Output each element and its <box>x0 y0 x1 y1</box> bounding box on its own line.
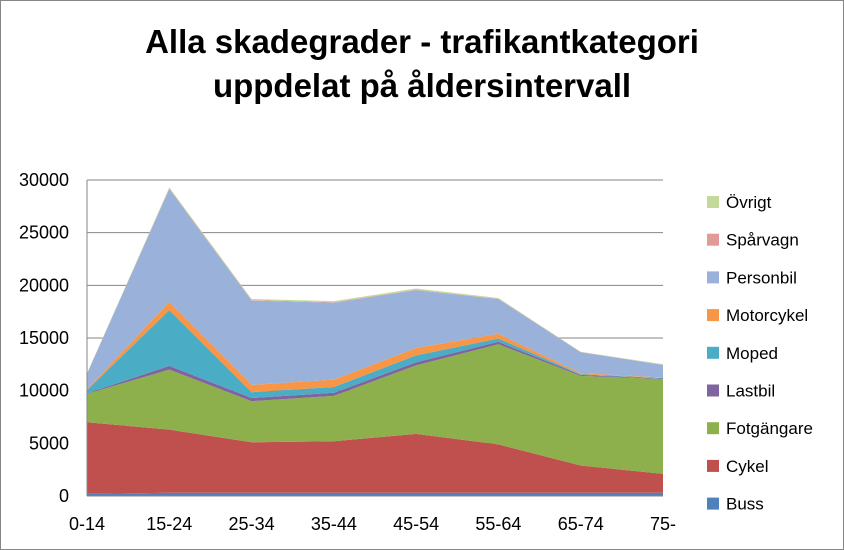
legend-swatch <box>707 271 719 284</box>
legend-label: Spårvagn <box>726 231 799 250</box>
area-moped <box>87 310 663 398</box>
legend-swatch <box>707 233 719 246</box>
x-tick-label: 15-24 <box>146 514 192 534</box>
legend-swatch <box>707 384 719 397</box>
area-fotgängare <box>87 344 663 474</box>
y-tick-label: 15000 <box>19 328 69 348</box>
area-buss <box>87 492 663 496</box>
legend-swatch <box>707 422 719 435</box>
x-tick-label: 65-74 <box>558 514 604 534</box>
x-tick-label: 0-14 <box>69 514 105 534</box>
y-tick-label: 30000 <box>19 170 69 190</box>
legend-label: Cykel <box>726 457 769 476</box>
x-tick-label: 75- <box>650 514 676 534</box>
legend-swatch <box>707 497 719 510</box>
legend-label: Fotgängare <box>726 419 813 438</box>
x-tick-label: 45-54 <box>393 514 439 534</box>
legend-swatch <box>707 346 719 359</box>
legend-label: Buss <box>726 495 764 514</box>
area-cykel <box>87 422 663 494</box>
legend-label: Motorcykel <box>726 306 808 325</box>
x-tick-label: 25-34 <box>229 514 275 534</box>
legend-label: Personbil <box>726 268 797 287</box>
y-tick-label: 10000 <box>19 381 69 401</box>
area-motorcykel <box>87 301 663 393</box>
legend-label: Moped <box>726 344 778 363</box>
chart-title-line1: Alla skadegrader - trafikantkategori <box>145 23 699 60</box>
legend-label: Lastbil <box>726 382 775 401</box>
y-tick-label: 0 <box>59 486 69 506</box>
legend-swatch <box>707 459 719 472</box>
legend-swatch <box>707 309 719 322</box>
x-tick-label: 35-44 <box>311 514 357 534</box>
chart-title: Alla skadegrader - trafikantkategori upp… <box>0 20 844 108</box>
legend-swatch <box>707 196 719 208</box>
y-tick-label: 25000 <box>19 223 69 243</box>
chart-title-line2: uppdelat på åldersintervall <box>212 67 632 104</box>
legend-label: Övrigt <box>726 193 772 212</box>
y-tick-label: 5000 <box>29 433 69 453</box>
y-tick-label: 20000 <box>19 275 69 295</box>
area-personbil <box>87 189 663 390</box>
x-tick-label: 55-64 <box>475 514 521 534</box>
